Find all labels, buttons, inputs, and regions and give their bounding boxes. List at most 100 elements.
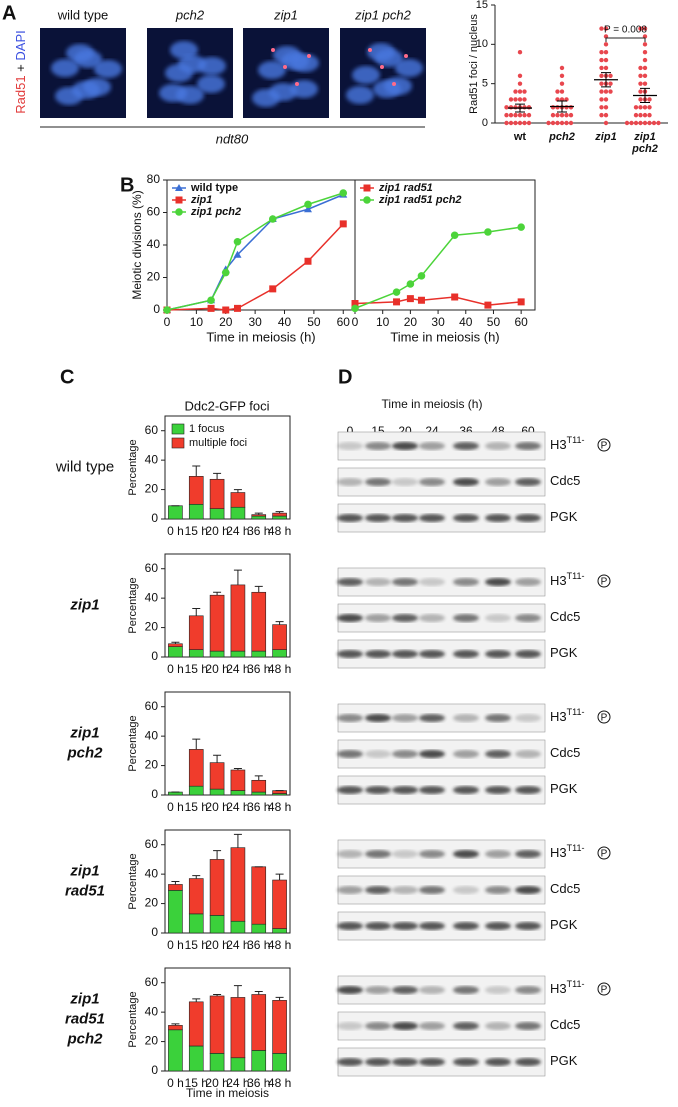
dot: [599, 89, 604, 94]
marker: [175, 208, 183, 216]
dot: [526, 112, 532, 118]
dot: [517, 112, 523, 118]
band: [365, 614, 391, 622]
dot: [599, 50, 604, 55]
blot-label: H3T11-: [550, 979, 584, 996]
blot-label: PGK: [550, 781, 578, 796]
band: [419, 442, 445, 450]
chromatin: [384, 77, 412, 95]
y-tick-label: 0: [482, 117, 488, 129]
bar-segment: [230, 492, 246, 508]
error-bar: [275, 996, 284, 1001]
band: [365, 578, 391, 586]
marker: [406, 280, 415, 288]
bar-segment: [272, 649, 287, 658]
band: [485, 442, 511, 450]
band: [453, 986, 479, 994]
marker: [363, 184, 371, 192]
error-bar: [171, 881, 180, 885]
dot: [638, 112, 643, 118]
bar-segment: [188, 615, 204, 650]
dot: [522, 120, 527, 126]
legend-swatch: [171, 437, 185, 449]
marker: [417, 296, 425, 304]
band: [515, 850, 541, 858]
x-tick-label: 36 h: [247, 800, 270, 814]
band: [485, 886, 511, 894]
panel-label: B: [120, 174, 134, 196]
band: [485, 850, 511, 858]
marker: [450, 231, 459, 240]
dot: [504, 120, 509, 126]
band: [453, 650, 479, 658]
dot: [647, 105, 652, 110]
dot: [624, 120, 630, 126]
bar-segment: [272, 879, 287, 929]
dot: [656, 120, 661, 126]
blot-label-sup: T11-: [567, 843, 585, 853]
x-tick-label: 48 h: [268, 1076, 291, 1090]
bar-segment: [209, 915, 225, 934]
blot-label: PGK: [550, 1053, 578, 1068]
dot: [513, 112, 518, 118]
band: [392, 750, 418, 758]
bar-segment: [272, 1000, 287, 1054]
x-tick-label: 60: [514, 315, 528, 329]
error-bar: [213, 472, 222, 480]
row-label: zip1: [69, 596, 99, 613]
bar-segment: [188, 1045, 204, 1072]
dot: [599, 65, 604, 71]
blot-label: H3T11-: [550, 571, 584, 588]
dot: [638, 120, 643, 126]
bar-segment: [188, 785, 204, 796]
error-bar: [213, 591, 222, 596]
band: [365, 478, 391, 486]
row-label: pch2: [66, 1030, 103, 1047]
focus: [307, 54, 311, 58]
band: [365, 514, 391, 522]
dot: [508, 105, 514, 110]
dot: [647, 120, 652, 126]
band: [365, 650, 391, 658]
dot: [568, 120, 574, 126]
dot: [508, 120, 514, 126]
y-axis-label: Percentage: [127, 577, 139, 633]
band: [337, 650, 363, 658]
y-axis-label: Percentage: [127, 439, 139, 495]
band: [337, 714, 363, 722]
band: [337, 786, 363, 794]
dot: [638, 89, 643, 94]
band: [365, 986, 391, 994]
bar-segment: [188, 503, 204, 520]
legend-label: 1 focus: [189, 423, 225, 435]
bar-segment: [251, 779, 267, 793]
bar-segment: [188, 913, 204, 934]
y-tick-label: 20: [145, 482, 159, 496]
x-tick-label: zip1: [594, 131, 616, 143]
dot: [555, 120, 560, 126]
band: [485, 922, 511, 930]
error-bar: [601, 72, 611, 88]
error-bar: [233, 985, 242, 998]
x-tick-label: 24 h: [226, 800, 249, 814]
chromatin: [291, 54, 319, 72]
dot: [517, 73, 523, 79]
y-axis-label: Rad51 foci / nucleus: [468, 14, 480, 114]
x-tick-label: 0 h: [167, 524, 184, 538]
phospho-circle: [597, 710, 611, 724]
blot-label-base: PGK: [550, 781, 578, 796]
bar-segment: [209, 594, 225, 652]
chromatin: [94, 60, 122, 78]
focus: [404, 54, 408, 58]
x-tick-label: 20: [404, 315, 418, 329]
x-tick-label: 30: [431, 315, 445, 329]
band: [485, 614, 511, 622]
phospho-mark: P: [601, 577, 608, 588]
error-bar: [192, 738, 201, 750]
y-tick-label: 40: [145, 590, 159, 604]
phospho-mark: P: [601, 849, 608, 860]
x-tick-label: 48 h: [268, 938, 291, 952]
micrograph-label: zip1: [273, 7, 298, 22]
x-tick-label: 0 h: [167, 1076, 184, 1090]
stain-label: Rad51 + DAPI: [13, 30, 28, 114]
